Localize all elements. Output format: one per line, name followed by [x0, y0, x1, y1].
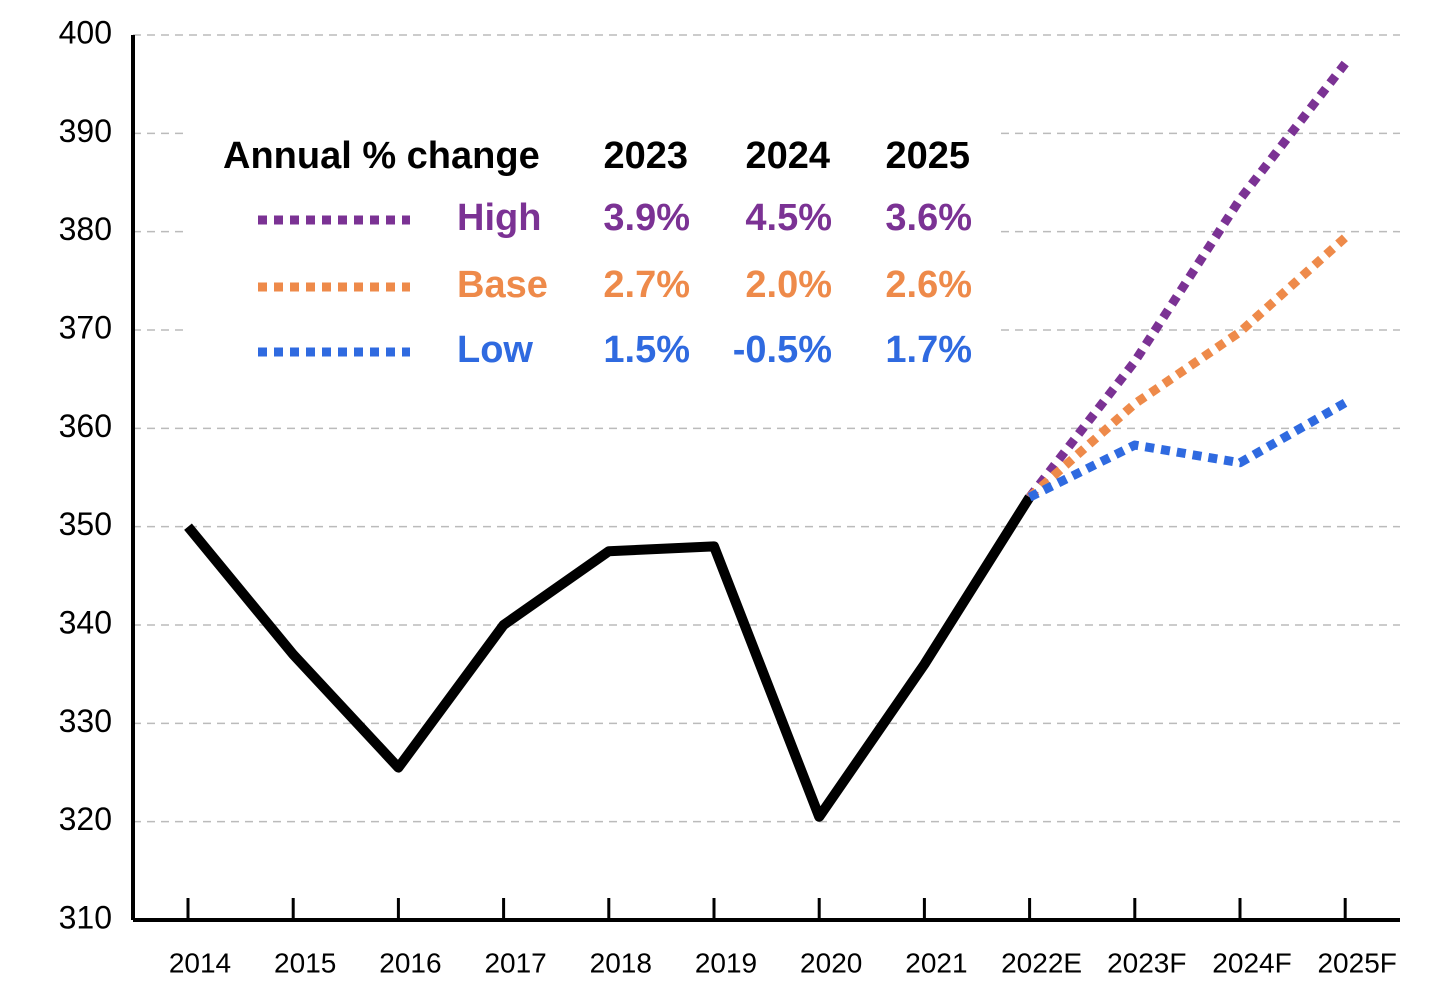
y-tick-label: 380: [59, 211, 112, 247]
x-tick-label: 2016: [379, 947, 441, 978]
x-tick-label: 2025F: [1317, 947, 1396, 978]
x-tick-label: 2018: [590, 947, 652, 978]
y-tick-label: 340: [59, 604, 112, 640]
x-tick-label: 2021: [905, 947, 967, 978]
legend-label: Low: [457, 329, 533, 371]
x-tick-label: 2020: [800, 947, 862, 978]
change-label: 1.7%: [885, 329, 972, 371]
x-tick-label: 2019: [695, 947, 757, 978]
y-tick-label: 390: [59, 113, 112, 149]
series-line: [1026, 60, 1349, 500]
change-label: 1.5%: [603, 329, 690, 371]
legend-column: 2025: [885, 135, 970, 177]
change-label: 2.7%: [603, 264, 690, 306]
y-tick-label: 360: [59, 408, 112, 444]
x-tick-label: 2022E: [1001, 947, 1082, 978]
legend-column: 2023: [603, 135, 688, 177]
y-tick-label: 400: [59, 14, 112, 50]
legend-label: High: [457, 197, 541, 239]
x-tick-label: 2015: [274, 947, 336, 978]
legend-label: Base: [457, 264, 548, 306]
change-label: 3.9%: [603, 197, 690, 239]
y-tick-label: 310: [59, 899, 112, 935]
x-tick-label: 2017: [484, 947, 546, 978]
legend-background: [185, 108, 995, 380]
legend-title: Annual % change: [223, 135, 540, 177]
y-tick-label: 320: [59, 801, 112, 837]
y-tick-label: 350: [59, 506, 112, 542]
change-label: -0.5%: [733, 329, 832, 371]
y-tick-label: 370: [59, 309, 112, 345]
change-label: 4.5%: [745, 197, 832, 239]
y-tick-label: 330: [59, 703, 112, 739]
series-line: [1026, 234, 1349, 501]
series-line: [184, 494, 1034, 822]
change-label: 2.6%: [885, 264, 972, 306]
x-tick-label: 2023F: [1107, 947, 1186, 978]
change-label: 3.6%: [885, 197, 972, 239]
x-tick-label: 2014: [169, 947, 231, 978]
change-label: 2.0%: [745, 264, 832, 306]
legend-column: 2024: [745, 135, 830, 177]
x-tick-label: 2024F: [1212, 947, 1291, 978]
